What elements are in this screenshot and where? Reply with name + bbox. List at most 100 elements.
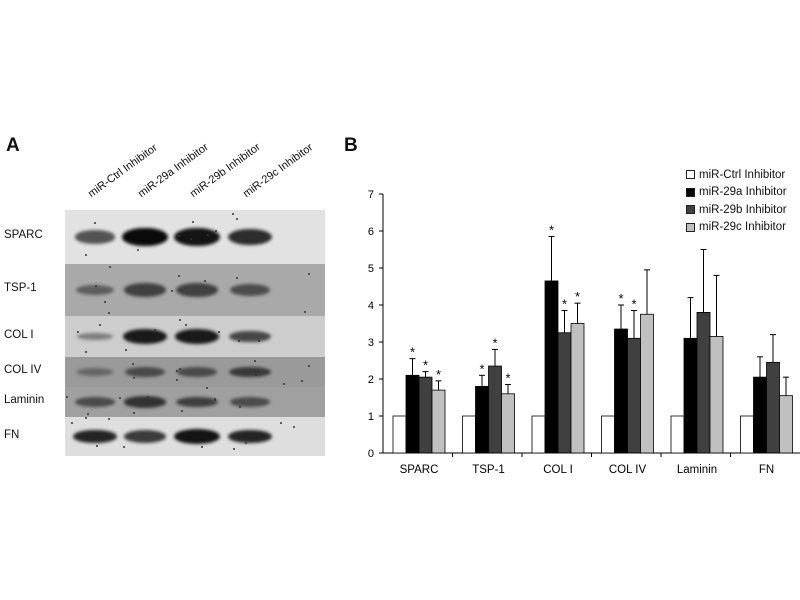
blot-row	[65, 264, 325, 316]
y-tick-label: 1	[368, 411, 374, 423]
x-tick-label: FN	[759, 464, 774, 476]
y-tick-label: 0	[368, 448, 374, 460]
bar	[405, 374, 420, 454]
blot-speck	[77, 331, 79, 333]
blot-speck	[108, 418, 110, 420]
blot-speck	[255, 374, 257, 376]
blot-speck	[178, 275, 180, 277]
x-tick-label: TSP-1	[472, 464, 505, 476]
blot-speck	[133, 412, 135, 414]
blot-speck	[179, 319, 181, 321]
blot-speck	[308, 273, 310, 275]
legend-label: miR-29c Inhibitor	[699, 221, 786, 234]
y-tick-label: 5	[368, 263, 374, 275]
legend-swatch	[686, 187, 695, 197]
significance-mark: *	[479, 361, 484, 376]
blot-row-label: FN	[4, 428, 20, 441]
blot-speck	[308, 365, 310, 367]
bar	[779, 395, 793, 454]
blot-band	[125, 367, 165, 377]
blot-speck	[104, 301, 106, 303]
blot-speck	[71, 422, 73, 424]
blot-speck	[125, 349, 127, 351]
blot-speck	[133, 377, 135, 379]
blot-row-label: COL IV	[4, 364, 42, 376]
blot-row	[65, 387, 325, 417]
blot-band	[124, 283, 166, 297]
bar	[531, 415, 546, 454]
significance-mark: *	[436, 367, 441, 382]
blot-row-label: Laminin	[4, 394, 45, 406]
blot-speck	[185, 324, 187, 326]
blot-speck	[215, 230, 217, 232]
blot-speck	[293, 426, 295, 428]
blot-band	[74, 230, 116, 244]
blot-speck	[123, 446, 125, 448]
blot-speck	[108, 312, 110, 314]
legend-item: miR-29a Inhibitor	[686, 184, 787, 202]
significance-mark: *	[618, 291, 623, 306]
bar	[709, 336, 724, 454]
bar	[683, 337, 698, 454]
blot-speck	[171, 290, 173, 292]
blot-speck	[87, 413, 89, 415]
bar	[488, 365, 502, 454]
blot-speck	[176, 370, 178, 372]
bar	[601, 415, 615, 454]
blot-row	[65, 357, 325, 387]
bar	[640, 313, 654, 454]
blot-speck	[137, 249, 139, 251]
significance-mark: *	[549, 223, 554, 238]
blot-band	[76, 368, 114, 376]
bar	[462, 415, 476, 454]
legend-item: miR-29c Inhibitor	[686, 219, 787, 237]
blot-speck	[233, 448, 235, 450]
blot-speck	[94, 222, 96, 224]
blot-speck	[301, 380, 303, 382]
legend-item: miR-Ctrl Inhibitor	[686, 166, 787, 184]
blot-speck	[178, 235, 180, 237]
blot-band	[174, 329, 220, 344]
blot-speck	[239, 406, 241, 408]
blot-speck	[280, 422, 282, 424]
x-tick-label: SPARC	[400, 464, 439, 476]
blot-speck	[119, 397, 121, 399]
bar	[544, 280, 559, 454]
bar	[740, 415, 754, 454]
blot-speck	[218, 331, 220, 333]
blot-speck	[147, 396, 149, 398]
bar	[614, 328, 628, 454]
significance-mark: *	[492, 335, 497, 350]
blot-speck	[192, 221, 194, 223]
bar	[753, 376, 767, 454]
blot-row	[65, 316, 325, 357]
blot-speck	[99, 324, 101, 326]
blot-band	[230, 397, 270, 407]
blot-band	[230, 283, 270, 297]
blot-speck	[176, 379, 178, 381]
blot-row-label: TSP-1	[4, 282, 37, 294]
y-tick-label: 3	[368, 337, 374, 349]
blot-speck	[190, 238, 192, 240]
blot-speck	[283, 383, 285, 385]
legend-label: miR-Ctrl Inhibitor	[699, 168, 786, 181]
significance-mark: *	[631, 297, 636, 312]
blot-row	[65, 417, 325, 456]
legend-swatch	[686, 222, 695, 232]
blot-speck	[179, 368, 181, 370]
blot-band	[77, 332, 113, 341]
bar	[557, 332, 572, 454]
blot-speck	[214, 399, 216, 401]
blot-speck	[254, 360, 256, 362]
blot-speck	[232, 213, 234, 215]
blot-speck	[204, 280, 206, 282]
blot-band	[176, 396, 218, 408]
y-tick-label: 7	[368, 189, 374, 201]
blot-band	[75, 397, 115, 407]
blot-band	[122, 329, 168, 344]
blot-row-label: COL I	[4, 328, 34, 341]
significance-mark: *	[575, 289, 580, 304]
significance-mark: *	[505, 371, 510, 386]
legend-label: miR-29a Inhibitor	[699, 186, 787, 199]
